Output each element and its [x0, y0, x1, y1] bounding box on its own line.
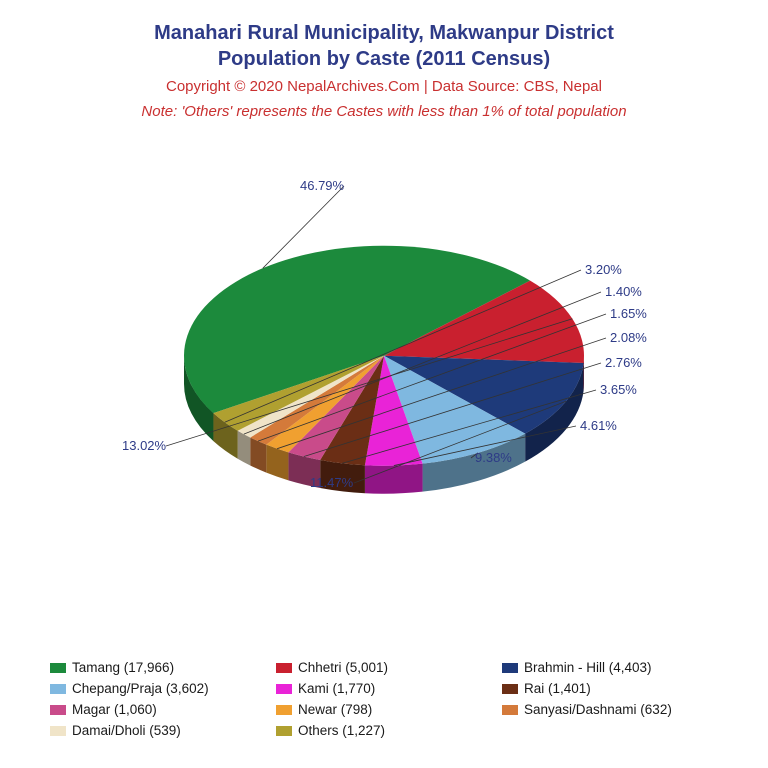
legend-swatch [276, 663, 292, 673]
legend-swatch [276, 726, 292, 736]
legend-swatch [502, 705, 518, 715]
legend-item: Sanyasi/Dashnami (632) [502, 702, 718, 717]
legend-item: Chhetri (5,001) [276, 660, 492, 675]
legend-item: Chepang/Praja (3,602) [50, 681, 266, 696]
legend-label: Magar (1,060) [72, 702, 157, 717]
note-text: Note: 'Others' represents the Castes wit… [30, 103, 738, 120]
legend-label: Tamang (17,966) [72, 660, 174, 675]
legend-swatch [50, 705, 66, 715]
slice-pct-label: 3.20% [585, 262, 622, 277]
slice-pct-label: 4.61% [580, 418, 617, 433]
legend-item: Magar (1,060) [50, 702, 266, 717]
legend-label: Sanyasi/Dashnami (632) [524, 702, 672, 717]
slice-pct-label: 3.65% [600, 382, 637, 397]
slice-pct-label: 13.02% [122, 438, 166, 453]
slice-pct-label: 46.79% [300, 178, 344, 193]
legend-label: Rai (1,401) [524, 681, 591, 696]
legend-label: Brahmin - Hill (4,403) [524, 660, 652, 675]
pie-chart [164, 230, 604, 515]
legend-swatch [50, 663, 66, 673]
legend-label: Damai/Dholi (539) [72, 723, 181, 738]
legend-swatch [276, 684, 292, 694]
legend-item: Damai/Dholi (539) [50, 723, 266, 738]
legend-item: Kami (1,770) [276, 681, 492, 696]
legend-item: Brahmin - Hill (4,403) [502, 660, 718, 675]
legend-swatch [50, 684, 66, 694]
copyright-text: Copyright © 2020 NepalArchives.Com | Dat… [30, 78, 738, 95]
pie-chart-area: 46.79% 13.02% 11.47% 9.38% 4.61% 3.65% 2.76% 2.… [30, 130, 738, 660]
slice-pct-label: 2.08% [610, 330, 647, 345]
legend-item: Tamang (17,966) [50, 660, 266, 675]
title-line-2: Population by Caste (2011 Census) [218, 48, 550, 70]
chart-title: Manahari Rural Municipality, Makwanpur D… [30, 20, 738, 72]
legend-label: Chhetri (5,001) [298, 660, 388, 675]
legend-label: Newar (798) [298, 702, 372, 717]
legend-swatch [50, 726, 66, 736]
slice-pct-label: 9.38% [475, 450, 512, 465]
slice-pct-label: 11.47% [310, 475, 353, 490]
legend-item: Others (1,227) [276, 723, 492, 738]
legend-swatch [502, 684, 518, 694]
legend-item: Rai (1,401) [502, 681, 718, 696]
legend-item: Newar (798) [276, 702, 492, 717]
legend: Tamang (17,966) Chhetri (5,001) Brahmin - … [30, 660, 738, 748]
legend-label: Others (1,227) [298, 723, 385, 738]
legend-label: Chepang/Praja (3,602) [72, 681, 209, 696]
slice-pct-label: 1.65% [610, 306, 647, 321]
legend-label: Kami (1,770) [298, 681, 375, 696]
legend-swatch [276, 705, 292, 715]
slice-pct-label: 1.40% [605, 284, 642, 299]
legend-swatch [502, 663, 518, 673]
title-line-1: Manahari Rural Municipality, Makwanpur D… [154, 22, 614, 44]
slice-pct-label: 2.76% [605, 355, 642, 370]
